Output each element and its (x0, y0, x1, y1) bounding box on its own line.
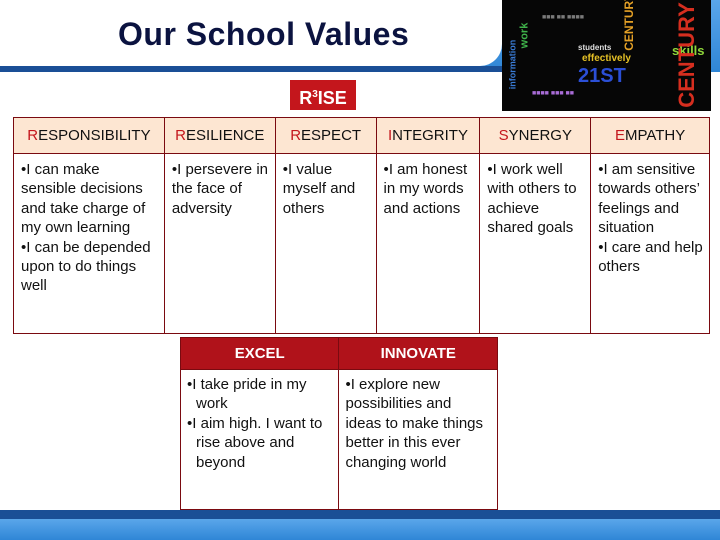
cloud-word-effectively: effectively (582, 53, 631, 64)
r3ise-badge: R3ISE (290, 80, 356, 110)
cloud-word-skills: skills (672, 43, 705, 58)
value-header-respect: RESPECT (274, 117, 377, 154)
value-statement: I can make sensible decisions and take c… (21, 161, 146, 237)
page-title: Our School Values (118, 16, 410, 52)
footer-band (0, 519, 720, 540)
value-statement: I can be depended upon to do things well (21, 238, 151, 295)
header-panel (0, 0, 502, 66)
value-header-empathy: EMPATHY (590, 117, 710, 154)
cloud-word-information: information (507, 39, 518, 90)
value-cell-responsibility: •I can make sensible decisions and take … (13, 153, 165, 334)
extra-values-table: EXCEL INNOVATE •I take pride in my work … (179, 337, 498, 510)
value-header-resilience: RESILIENCE (163, 117, 276, 154)
value-statement: I explore new possibilities and ideas to… (345, 376, 484, 471)
value-header-responsibility: RESPONSIBILITY (13, 117, 165, 154)
value-statement: I persevere in the face of adversity (171, 161, 268, 217)
value-cell-integrity: •I am honest in my words and actions (375, 153, 481, 334)
value-cell-excel: •I take pride in my work •I aim high. I … (179, 369, 340, 510)
values-header-row: RESPONSIBILITY RESILIENCE RESPECT INTEGR… (13, 117, 710, 154)
cloud-word-misc1: ■■■ ■■ ■■■■ (542, 14, 584, 21)
value-cell-respect: •I value myself and others (274, 153, 377, 334)
extra-values-header-row: EXCEL INNOVATE (179, 337, 498, 370)
footer-rule (0, 510, 720, 519)
header-rule (0, 66, 502, 72)
word-cloud-image: work information students CENTURY effect… (502, 0, 711, 111)
values-body-row: •I can make sensible decisions and take … (13, 153, 710, 334)
value-header-innovate: INNOVATE (338, 337, 498, 370)
value-statement: I aim high. I want to rise above and bey… (192, 414, 323, 471)
value-header-excel: EXCEL (179, 337, 340, 370)
cloud-word-students: students (578, 43, 612, 52)
value-statement: I am sensitive towards others’ feelings … (598, 161, 700, 237)
value-cell-innovate: •I explore new possibilities and ideas t… (338, 369, 498, 510)
value-cell-synergy: •I work well with others to achieve shar… (479, 153, 592, 334)
value-statement: I value myself and others (282, 161, 356, 217)
extra-values-body-row: •I take pride in my work •I aim high. I … (179, 369, 498, 510)
cloud-word-century: CENTURY (673, 2, 699, 108)
cloud-word-work: work (518, 22, 531, 49)
value-header-integrity: INTEGRITY (375, 117, 481, 154)
value-header-synergy: SYNERGY (479, 117, 592, 154)
value-statement: I care and help others (598, 238, 703, 276)
values-table: RESPONSIBILITY RESILIENCE RESPECT INTEGR… (13, 117, 710, 334)
value-statement: I take pride in my work (192, 376, 307, 413)
cloud-word-misc2: ■■■■ ■■■ ■■ (532, 90, 574, 97)
cloud-word-learning: CENTURY (621, 0, 636, 51)
value-cell-resilience: •I persevere in the face of adversity (163, 153, 276, 334)
value-cell-empathy: •I am sensitive towards others’ feelings… (590, 153, 710, 334)
value-statement: I work well with others to achieve share… (487, 161, 577, 237)
cloud-word-21st: 21ST (578, 65, 626, 87)
value-statement: I am honest in my words and actions (383, 161, 468, 217)
